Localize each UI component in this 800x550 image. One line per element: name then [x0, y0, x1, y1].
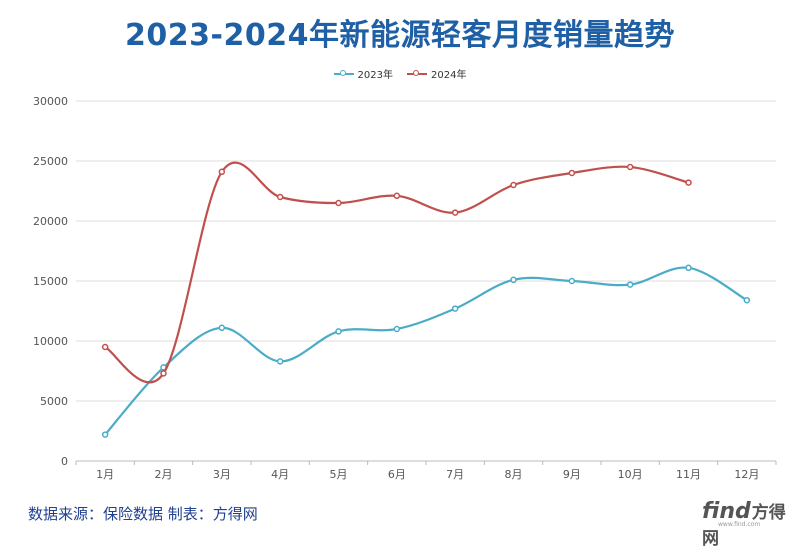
- x-tick-label: 5月: [330, 468, 348, 481]
- x-tick-label: 4月: [271, 468, 289, 481]
- data-point: [160, 370, 167, 377]
- data-point: [393, 192, 401, 200]
- series-line-2023年: [104, 266, 748, 436]
- legend-label-2024: 2024年: [431, 70, 467, 81]
- legend-label-2023: 2023年: [357, 70, 393, 81]
- y-tick-label: 10000: [33, 335, 68, 348]
- data-point: [743, 296, 751, 304]
- data-point: [626, 281, 634, 288]
- data-point: [218, 324, 226, 332]
- data-point: [218, 168, 226, 176]
- data-point: [510, 276, 517, 284]
- y-tick-label: 30000: [33, 95, 68, 108]
- data-point: [568, 169, 576, 177]
- watermark-url: www.find.com: [718, 521, 761, 528]
- data-point: [101, 431, 109, 438]
- x-tick-label: 7月: [446, 468, 464, 481]
- data-source-note: 数据来源：保险数据 制表：方得网: [28, 505, 258, 523]
- x-tick-label: 1月: [96, 468, 114, 481]
- data-point: [685, 264, 692, 272]
- legend-item-2023[interactable]: 2023年: [333, 66, 393, 81]
- x-tick-label: 2月: [155, 468, 173, 481]
- data-point: [451, 209, 459, 216]
- data-point: [685, 179, 692, 186]
- data-point: [276, 193, 284, 201]
- legend-swatch-2023: [333, 69, 354, 79]
- x-tick-label: 11月: [676, 468, 701, 481]
- data-point: [451, 305, 459, 312]
- legend-swatch-2024: [407, 69, 427, 79]
- legend-item-2024[interactable]: 2024年: [407, 66, 466, 81]
- y-tick-label: 15000: [33, 275, 68, 288]
- chart-title: 2023-2024年新能源轻客月度销量趋势: [125, 18, 675, 53]
- data-point: [393, 325, 401, 333]
- data-point: [335, 199, 342, 207]
- line-chart: 0 5000 10000 15000 20000 25000 30000 1月 2月 3月 4月 5月…: [33, 95, 777, 481]
- x-tick-label: 8月: [505, 468, 523, 481]
- y-tick-label: 20000: [33, 215, 68, 228]
- y-tick-label: 0: [61, 455, 68, 468]
- data-point: [101, 343, 109, 351]
- x-tick-label: 9月: [563, 468, 581, 481]
- x-tick-label: 12月: [734, 468, 759, 481]
- data-point: [626, 163, 634, 171]
- x-tick-label: 10月: [618, 468, 643, 481]
- data-point: [276, 358, 284, 365]
- data-point: [568, 277, 576, 285]
- legend: 2023年 2024年: [0, 66, 800, 81]
- x-tick-label: 3月: [213, 468, 231, 481]
- data-point: [335, 328, 342, 335]
- y-tick-label: 25000: [33, 155, 68, 168]
- watermark-brand: find: [702, 499, 751, 524]
- y-tick-label: 5000: [40, 395, 68, 408]
- data-point: [510, 181, 517, 189]
- x-tick-label: 6月: [388, 468, 406, 481]
